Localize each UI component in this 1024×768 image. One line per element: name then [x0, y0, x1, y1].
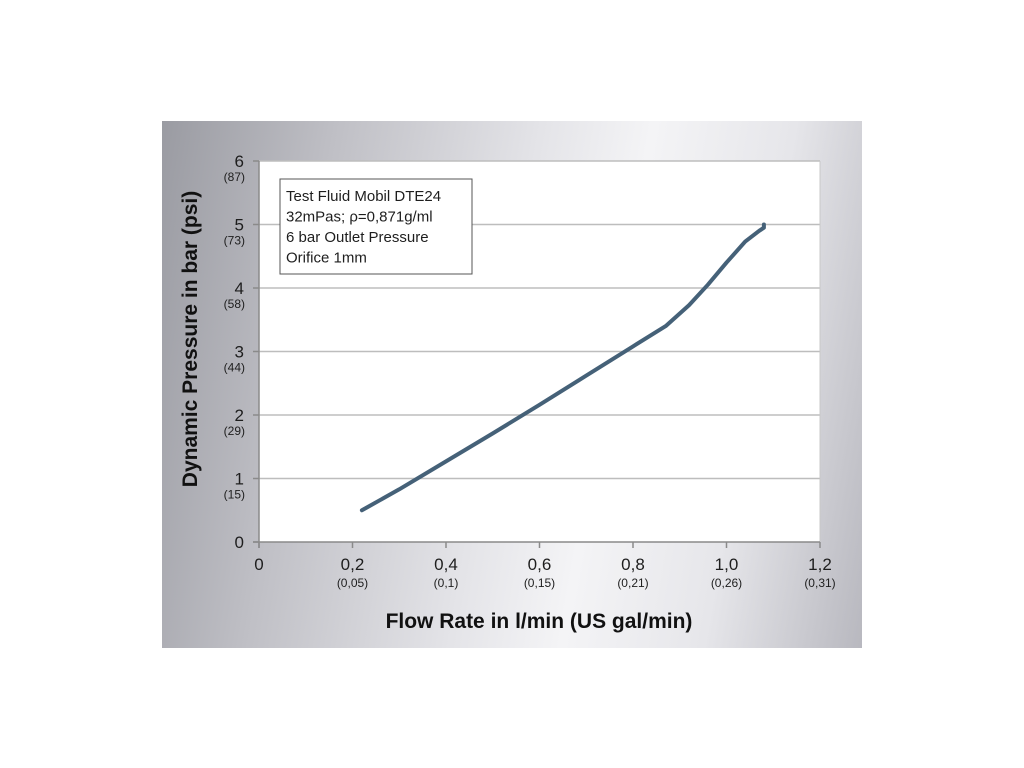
- annotation-line: Test Fluid Mobil DTE24: [286, 188, 441, 205]
- annotation-line: 32mPas; ρ=0,871g/ml: [286, 209, 433, 226]
- x-tick-label: 0: [254, 555, 263, 574]
- y-tick-sublabel: (44): [224, 361, 245, 375]
- y-axis-title: Dynamic Pressure in bar (psi): [179, 191, 202, 487]
- y-tick-label: 6: [235, 152, 244, 171]
- y-tick-label: 1: [235, 470, 244, 489]
- x-tick-sublabel: (0,26): [711, 576, 742, 590]
- annotation-box: Test Fluid Mobil DTE24 32mPas; ρ=0,871g/m…: [279, 178, 473, 275]
- annotation-frame: [279, 178, 473, 275]
- annotation-line: Orifice 1mm: [286, 250, 367, 267]
- x-tick-sublabel: (0,21): [617, 576, 648, 590]
- x-tick-sublabel: (0,15): [524, 576, 555, 590]
- x-tick-sublabel: (0,1): [434, 576, 459, 590]
- annotation-line: 6 bar Outlet Pressure: [286, 229, 429, 246]
- x-axis-title: Flow Rate in l/min (US gal/min): [386, 610, 693, 633]
- x-tick-label: 1,2: [808, 555, 832, 574]
- x-tick-sublabel: (0,31): [804, 576, 835, 590]
- y-tick-label: 4: [235, 279, 244, 298]
- y-tick-sublabel: (15): [224, 488, 245, 502]
- tick-labels: 0 1(15) 2(29) 3(44) 4(58) 5(73) 6(87) 0 0,2 (0,05…: [224, 152, 836, 590]
- x-tick-label: 0,2: [341, 555, 365, 574]
- y-tick-sublabel: (73): [224, 234, 245, 248]
- x-tick-label: 0,8: [621, 555, 645, 574]
- y-tick-label: 3: [235, 343, 244, 362]
- y-tick-sublabel: (29): [224, 424, 245, 438]
- x-tick-label: 1,0: [715, 555, 739, 574]
- x-tick-label: 0,6: [528, 555, 552, 574]
- y-tick-label: 2: [235, 406, 244, 425]
- y-tick-sublabel: (58): [224, 297, 245, 311]
- chart-panel: 0 1 (15) 2 (29) 3 (44) 4 (58) 5 (73) 6 (87) 0 0,2 (0,05…: [162, 121, 862, 648]
- y-tick-sublabel: (87): [224, 170, 245, 184]
- x-tick-sublabel: (0,05): [337, 576, 368, 590]
- x-tick-label: 0,4: [434, 555, 458, 574]
- series-layer: [359, 222, 766, 513]
- y-tick-label: 0: [235, 533, 244, 552]
- chart: 0 1(15) 2(29) 3(44) 4(58) 5(73) 6(87) 0 0,2 (0,05…: [179, 152, 836, 633]
- grid-lines: [259, 160, 821, 542]
- series-line: [359, 222, 766, 513]
- y-tick-label: 5: [235, 216, 244, 235]
- axes: [253, 160, 821, 548]
